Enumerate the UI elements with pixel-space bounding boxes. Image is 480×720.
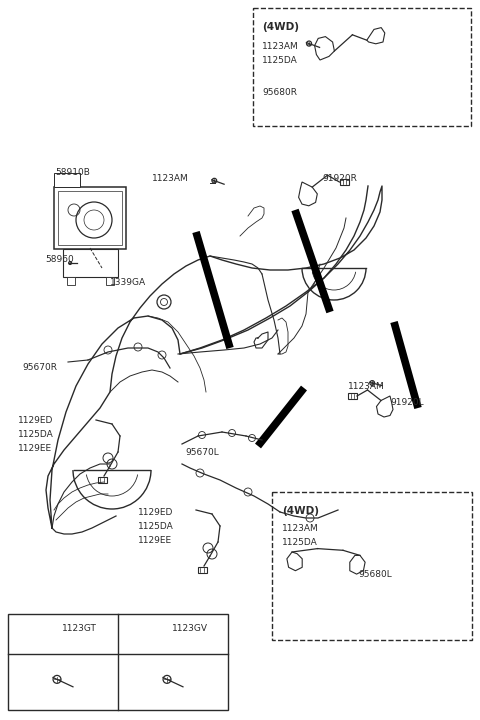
Text: 95680R: 95680R <box>262 88 297 97</box>
Text: 1129ED: 1129ED <box>18 416 53 425</box>
Text: 1123GV: 1123GV <box>172 624 208 633</box>
Text: 91920R: 91920R <box>322 174 357 183</box>
Bar <box>62 249 118 277</box>
Polygon shape <box>367 27 385 44</box>
Text: 1125DA: 1125DA <box>282 538 318 547</box>
Bar <box>54 173 80 187</box>
Text: 1129EE: 1129EE <box>138 536 172 545</box>
Text: 95670R: 95670R <box>22 363 57 372</box>
Bar <box>197 567 206 573</box>
Text: 1125DA: 1125DA <box>18 430 54 439</box>
Text: 58910B: 58910B <box>55 168 90 177</box>
Polygon shape <box>376 396 393 417</box>
Text: 1129ED: 1129ED <box>138 508 173 517</box>
Bar <box>58 191 122 245</box>
Text: 1123AM: 1123AM <box>282 524 319 533</box>
Text: 1125DA: 1125DA <box>262 56 298 65</box>
Bar <box>340 179 349 185</box>
Text: 91920L: 91920L <box>390 398 424 407</box>
Text: (4WD): (4WD) <box>262 22 299 32</box>
Bar <box>8 614 228 710</box>
Text: 1339GA: 1339GA <box>110 278 146 287</box>
Text: 1123AM: 1123AM <box>262 42 299 51</box>
Polygon shape <box>314 37 335 60</box>
Bar <box>97 477 107 483</box>
Bar <box>106 277 113 285</box>
Text: 1123GT: 1123GT <box>62 624 97 633</box>
Bar <box>272 492 472 640</box>
Text: 95680L: 95680L <box>358 570 392 579</box>
Text: 95670L: 95670L <box>185 448 219 457</box>
Text: 58960: 58960 <box>45 255 74 264</box>
Text: (4WD): (4WD) <box>282 506 319 516</box>
Text: 1129EE: 1129EE <box>18 444 52 453</box>
Bar <box>67 277 74 285</box>
Text: 1123AM: 1123AM <box>348 382 385 391</box>
Bar <box>54 187 126 249</box>
Polygon shape <box>350 555 365 574</box>
Bar <box>253 8 471 126</box>
Bar <box>348 393 357 399</box>
Polygon shape <box>299 182 317 206</box>
Polygon shape <box>287 552 302 571</box>
Text: 1123AM: 1123AM <box>152 174 189 183</box>
Text: 1125DA: 1125DA <box>138 522 174 531</box>
